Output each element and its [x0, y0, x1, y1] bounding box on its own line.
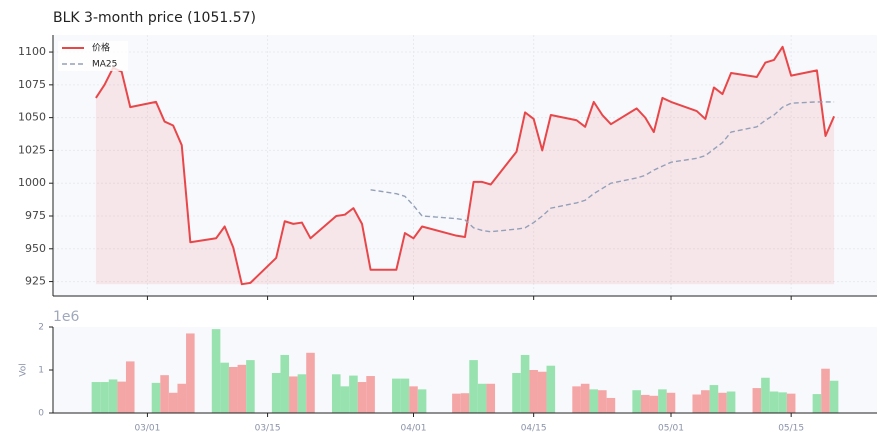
volume-bar [692, 394, 702, 413]
volume-bar [280, 354, 290, 413]
line [95, 45, 835, 286]
volume-bar [100, 382, 109, 413]
volume-bar [761, 377, 770, 413]
volume-bar [726, 391, 736, 413]
volume-bar [160, 375, 169, 413]
volume-bar [821, 368, 830, 413]
y-tick-label: 2 [38, 323, 44, 333]
y-tick-label: 925 [25, 275, 46, 288]
volume-bar [649, 395, 659, 413]
y-tick-label: 975 [25, 209, 46, 222]
volume-bar [769, 391, 779, 413]
volume-bar [469, 360, 478, 413]
volume-bar [297, 374, 307, 413]
y-tick-label: 1100 [18, 45, 46, 58]
volume-bar [117, 381, 126, 413]
volume-bar [417, 389, 427, 413]
volume-bar [812, 394, 822, 413]
volume-bar [331, 374, 341, 413]
plot-bg [53, 35, 877, 296]
y-tick-label: 0 [38, 409, 44, 419]
volume-bar [220, 362, 229, 413]
volume-bar [786, 393, 796, 413]
x-tick-label: 03/15 [255, 424, 281, 434]
volume-bar [246, 360, 255, 413]
x-tick-label: 04/15 [521, 424, 547, 434]
y-tick-label: 1075 [18, 78, 46, 91]
x-tick-label: 05/01 [658, 424, 684, 434]
volume-bar [606, 397, 616, 413]
volume-bar [306, 352, 315, 413]
volume-bar [168, 392, 178, 413]
volume-bar [91, 382, 101, 413]
volume-bar [520, 354, 530, 413]
volume-bar [228, 366, 238, 413]
volume-bar [340, 386, 350, 413]
y-tick-label: 1 [38, 366, 44, 376]
volume-bar [460, 393, 470, 413]
volume-offset: 1e6 [53, 309, 80, 325]
volume-bar [151, 382, 161, 413]
line [370, 101, 835, 233]
volume-bar [666, 392, 676, 413]
volume-ylabel: Vol [19, 363, 29, 376]
volume-bar [529, 370, 538, 413]
volume-bar [237, 364, 247, 413]
volume-bar [718, 392, 727, 413]
legend-label: MA25 [92, 60, 117, 70]
volume-bar [709, 385, 719, 413]
volume-bar [125, 361, 135, 413]
volume-bar [658, 389, 667, 413]
y-tick-label: 1025 [18, 143, 46, 156]
volume-bar [289, 376, 298, 413]
volume-bar [580, 383, 590, 413]
y-tick-label: 950 [25, 242, 46, 255]
volume-bar [108, 379, 118, 413]
legend-box [58, 41, 128, 71]
volume-bar [598, 390, 607, 413]
volume-bar [572, 386, 581, 413]
volume-bar [452, 393, 461, 413]
volume-bar [366, 376, 375, 413]
volume-bar [177, 383, 187, 413]
volume-bar [392, 378, 401, 413]
volume-bar [486, 383, 496, 413]
y-tick-label: 1050 [18, 111, 46, 124]
volume-bar [589, 389, 599, 413]
volume-bar [537, 371, 547, 413]
volume-bar [778, 392, 787, 413]
volume-bar [357, 382, 367, 413]
volume-bar [409, 386, 418, 413]
x-tick-label: 04/01 [401, 424, 427, 434]
volume-bar [752, 388, 762, 413]
volume-bar [632, 390, 641, 413]
volume-bar [271, 373, 281, 413]
volume-bar [211, 329, 221, 413]
volume-bar [701, 390, 710, 413]
chart-title: BLK 3-month price (1051.57) [53, 10, 256, 26]
x-tick-label: 03/01 [134, 424, 160, 434]
volume-bar [512, 373, 521, 413]
y-tick-label: 1000 [18, 176, 46, 189]
volume-bar [400, 378, 410, 413]
volume-bar [477, 383, 487, 413]
volume-bar [829, 380, 839, 413]
volume-bar [640, 394, 650, 413]
volume-bar [546, 365, 556, 413]
legend-label: 价格 [92, 42, 110, 54]
volume-bar [349, 375, 358, 413]
area [95, 46, 835, 285]
x-tick-label: 05/15 [778, 424, 804, 434]
volume-bar [186, 333, 195, 413]
